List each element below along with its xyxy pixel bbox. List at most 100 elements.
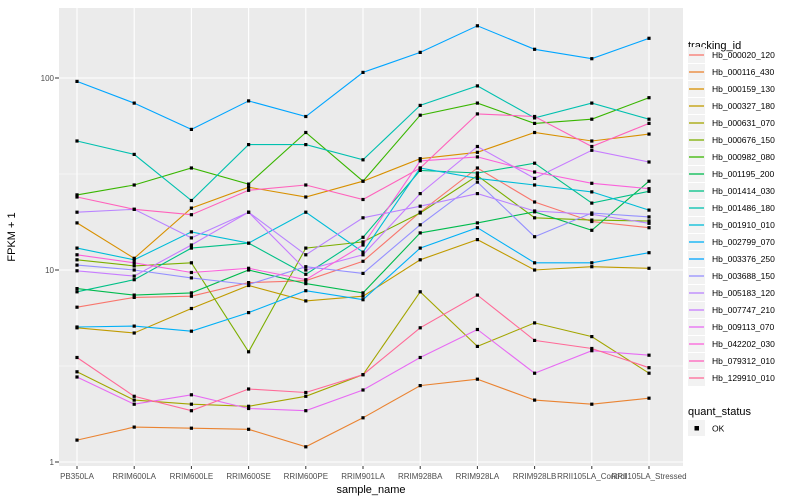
data-point-Hb_001414_030 [418,168,422,172]
legend-quant-ok-label: OK [712,424,725,434]
data-point-Hb_079312_010 [590,144,594,149]
x-tick-label-RRIM600LE: RRIM600LE [170,472,214,481]
data-point-Hb_000020_120 [189,294,193,298]
data-point-Hb_000116_430 [247,427,251,431]
legend-label-Hb_001414_030: Hb_001414_030 [712,186,775,196]
data-point-Hb_007747_210 [304,268,308,272]
data-point-Hb_000327_180 [533,268,537,272]
legend-label-Hb_000631_070: Hb_000631_070 [712,118,775,128]
data-point-Hb_000982_080 [590,117,594,121]
data-point-Hb_009113_070 [132,402,136,406]
data-point-Hb_005183_120 [647,221,651,225]
x-tick-label-RRII105LA_Stressed: RRII105LA_Stressed [611,472,686,481]
data-point-Hb_000982_080 [475,101,479,105]
data-point-Hb_001910_010 [361,250,365,254]
data-point-Hb_009113_070 [361,388,365,392]
data-point-Hb_005183_120 [533,209,537,213]
data-point-Hb_129910_010 [475,293,479,297]
data-point-Hb_001195_200 [189,291,193,295]
data-point-Hb_009113_070 [590,349,594,353]
legend-label-Hb_000116_430: Hb_000116_430 [712,67,775,77]
data-point-Hb_009113_070 [418,355,422,360]
data-point-Hb_000159_130 [475,150,479,154]
data-point-Hb_002799_070 [189,329,193,333]
data-point-Hb_001910_010 [247,241,251,245]
data-point-Hb_003376_250 [533,47,537,51]
data-point-Hb_000676_150 [361,240,365,244]
data-point-Hb_129910_010 [647,366,651,370]
data-point-Hb_005183_120 [304,253,308,257]
data-point-Hb_001195_200 [304,282,308,286]
data-point-Hb_000020_120 [361,259,365,263]
data-point-Hb_002799_070 [647,251,651,255]
data-point-Hb_000982_080 [247,182,251,186]
data-point-Hb_000327_180 [189,306,193,311]
data-point-Hb_005183_120 [418,204,422,208]
data-point-Hb_003688_150 [132,268,136,272]
plot-panel [59,8,683,466]
legend-item-Hb_129910_010: Hb_129910_010 [688,370,775,386]
data-point-Hb_000982_080 [647,96,651,100]
data-point-Hb_001195_200 [75,287,79,291]
data-point-Hb_079312_010 [647,121,651,125]
data-point-Hb_009113_070 [189,393,193,397]
series-lines [75,24,651,449]
x-tick-label-RRIM928LB: RRIM928LB [513,472,557,481]
data-point-Hb_003376_250 [75,79,79,83]
data-point-Hb_000116_430 [189,426,193,430]
data-point-Hb_003376_250 [475,24,479,28]
data-point-Hb_001486_180 [475,84,479,88]
legend-label-Hb_003688_150: Hb_003688_150 [712,271,775,281]
x-tick-label-RRIM600SE: RRIM600SE [226,472,270,481]
data-point-Hb_009113_070 [533,371,537,375]
data-point-Hb_000159_130 [533,130,537,135]
data-point-Hb_129910_010 [361,373,365,377]
data-point-Hb_000327_180 [418,258,422,262]
data-point-Hb_000631_070 [247,404,251,408]
data-point-Hb_001414_030 [304,272,308,276]
data-point-Hb_003376_250 [304,114,308,119]
data-point-Hb_042202_030 [475,155,479,159]
data-point-Hb_003688_150 [418,223,422,227]
data-point-Hb_002799_070 [590,261,594,265]
data-point-Hb_000631_070 [75,370,79,374]
data-point-Hb_001414_030 [75,290,79,294]
legend-item-Hb_007747_210: Hb_007747_210 [688,302,775,318]
legend-item-Hb_000020_120: Hb_000020_120 [688,47,775,63]
data-point-Hb_042202_030 [189,270,193,275]
data-point-Hb_001910_010 [475,176,479,180]
legend-quant-title: quant_status [688,406,751,418]
y-tick-label-100: 100 [41,74,55,83]
data-point-Hb_129910_010 [247,387,251,391]
legend-item-Hb_001910_010: Hb_001910_010 [688,217,775,233]
x-axis-ticks: PB350LA RRIM600LA RRIM600LE RRIM600SE RRIM60… [60,466,687,481]
quant-ok-square-icon [694,426,699,431]
data-point-Hb_007747_210 [132,274,136,278]
data-point-Hb_000116_430 [475,377,479,381]
data-point-Hb_079312_010 [189,213,193,217]
data-point-Hb_079312_010 [304,183,308,187]
data-point-Hb_000020_120 [75,305,79,309]
data-point-Hb_000982_080 [418,113,422,117]
x-tick-label-RRIM600PE: RRIM600PE [284,472,328,481]
data-point-Hb_000676_150 [189,261,193,265]
data-point-Hb_002799_070 [304,289,308,293]
data-point-Hb_000159_130 [647,132,651,136]
data-point-Hb_000982_080 [75,193,79,197]
data-point-Hb_002799_070 [75,325,79,329]
legend-item-Hb_000676_150: Hb_000676_150 [688,132,775,148]
data-point-Hb_000116_430 [132,425,136,429]
data-point-Hb_005183_120 [75,210,79,214]
data-point-Hb_002799_070 [418,246,422,250]
data-point-Hb_000116_430 [75,438,79,442]
data-point-Hb_003688_150 [189,276,193,280]
legend-label-Hb_000020_120: Hb_000020_120 [712,50,775,60]
data-point-Hb_001414_030 [647,189,651,193]
data-point-Hb_001414_030 [361,235,365,239]
x-tick-label-RRII105LA_Control: RRII105LA_Control [557,472,627,481]
legend-item-Hb_042202_030: Hb_042202_030 [688,336,775,352]
data-point-Hb_000676_150 [590,218,594,222]
data-point-Hb_042202_030 [75,253,79,257]
